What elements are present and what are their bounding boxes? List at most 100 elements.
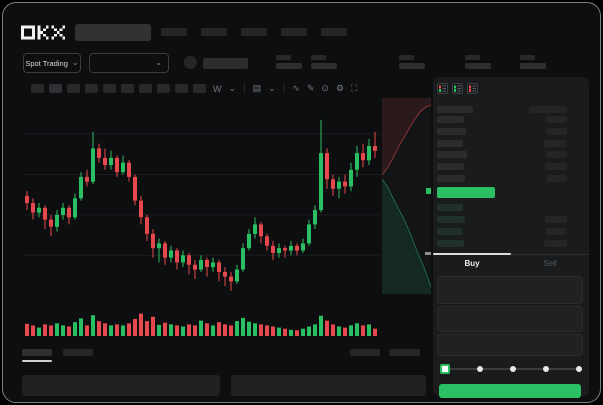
slider-handle[interactable] xyxy=(440,364,450,374)
chevron-down-icon: ⌄ xyxy=(155,58,162,67)
chevron-down-icon[interactable]: ⌄ xyxy=(228,83,237,93)
slider-stop-3[interactable] xyxy=(510,366,516,372)
slider-stop-4[interactable] xyxy=(543,366,549,372)
ticker-stat-2 xyxy=(311,55,337,69)
okx-logo[interactable] xyxy=(21,25,65,40)
ask-amount-placeholder xyxy=(547,175,567,182)
chart-type-selector[interactable]: ▤ xyxy=(252,83,262,93)
bid-amount-placeholder xyxy=(544,240,567,247)
stat-value-placeholder xyxy=(520,63,546,69)
market-type-label: Spot Trading xyxy=(25,58,68,68)
bid-price-placeholder xyxy=(437,228,462,235)
tab-sell[interactable]: Sell xyxy=(543,259,557,268)
timeframe-buttons xyxy=(31,84,206,93)
orders-panel-placeholder xyxy=(22,375,220,396)
draw-icon[interactable]: ✎ xyxy=(306,83,315,93)
order-input-1[interactable] xyxy=(437,276,583,304)
ask-row-4[interactable] xyxy=(437,151,567,159)
buy-button[interactable] xyxy=(439,384,581,398)
settings-icon[interactable]: ⚙ xyxy=(335,83,345,93)
candlestick-chart[interactable] xyxy=(23,103,381,298)
ask-row-1[interactable] xyxy=(437,116,567,123)
market-type-selector[interactable]: Spot Trading ⌄ xyxy=(23,53,81,73)
ticker-stat-4 xyxy=(465,55,491,69)
stat-value-placeholder xyxy=(399,63,425,69)
stat-value-placeholder xyxy=(311,63,337,69)
bottom-action-2[interactable] xyxy=(389,349,420,356)
amount-column-header xyxy=(529,106,567,113)
ask-price-placeholder xyxy=(437,139,463,147)
bottom-tab-order-history[interactable] xyxy=(63,349,93,356)
timeframe-button-10[interactable] xyxy=(193,84,206,93)
stat-label-placeholder xyxy=(465,55,480,60)
slider-stop-2[interactable] xyxy=(477,366,483,372)
ask-amount-placeholder xyxy=(547,127,567,135)
bid-price-placeholder xyxy=(437,240,464,247)
nav-item-3[interactable] xyxy=(241,28,267,36)
timeframe-button-8[interactable] xyxy=(157,84,170,93)
nav-item-1[interactable] xyxy=(161,28,187,36)
bid-price-placeholder xyxy=(437,204,463,211)
timeframe-button-6[interactable] xyxy=(121,84,134,93)
timeframe-button-2[interactable] xyxy=(49,84,62,93)
nav-menu xyxy=(161,28,347,36)
bid-row-3[interactable] xyxy=(437,228,567,235)
buy-tab-underline xyxy=(433,253,511,255)
ask-row-3[interactable] xyxy=(437,139,567,147)
orders-panel-placeholder xyxy=(231,375,426,396)
fullscreen-icon[interactable]: ⛶ xyxy=(351,83,358,93)
ask-row-6[interactable] xyxy=(437,175,567,182)
ask-row-2[interactable] xyxy=(437,127,567,135)
ask-amount-placeholder xyxy=(545,163,567,171)
stat-value-placeholder xyxy=(465,63,491,69)
slider-stop-5[interactable] xyxy=(576,366,582,372)
ask-amount-placeholder xyxy=(545,116,567,123)
bid-row-4[interactable] xyxy=(437,240,567,247)
divider: | xyxy=(243,83,246,94)
timeframe-button-1[interactable] xyxy=(31,84,44,93)
bid-row-2[interactable] xyxy=(437,216,567,223)
timeframe-button-5[interactable] xyxy=(103,84,116,93)
book-view-asks-icon[interactable] xyxy=(467,83,478,94)
ask-price-placeholder xyxy=(437,127,466,135)
divider: | xyxy=(282,83,286,94)
trading-pair-selector[interactable]: ⌄ xyxy=(89,53,169,73)
nav-item-2[interactable] xyxy=(201,28,227,36)
ask-price-placeholder xyxy=(437,175,465,182)
book-view-combined-icon[interactable] xyxy=(437,83,448,94)
depth-chart[interactable] xyxy=(381,98,432,294)
indicators-icon[interactable]: ∿ xyxy=(292,83,300,93)
top-nav-bar xyxy=(21,17,586,47)
nav-item-5[interactable] xyxy=(321,28,347,36)
order-input-3[interactable] xyxy=(437,334,583,356)
volume-chart[interactable] xyxy=(23,303,381,336)
chevron-down-icon: ⌄ xyxy=(71,58,79,67)
timeframe-button-3[interactable] xyxy=(67,84,80,93)
timeframe-button-9[interactable] xyxy=(175,84,188,93)
stat-value-placeholder xyxy=(276,63,302,69)
orderbook-header xyxy=(437,106,567,113)
book-view-bids-icon[interactable] xyxy=(452,83,463,94)
timeframe-button-7[interactable] xyxy=(139,84,152,93)
screenshot-icon[interactable]: ⊙ xyxy=(321,83,329,93)
nav-item-4[interactable] xyxy=(281,28,307,36)
timeframe-button-4[interactable] xyxy=(85,84,98,93)
search-input[interactable] xyxy=(75,23,151,41)
tab-buy[interactable]: Buy xyxy=(464,259,480,268)
bid-row-1[interactable] xyxy=(437,204,567,211)
ask-row-5[interactable] xyxy=(437,163,567,171)
last-price-highlight[interactable] xyxy=(437,187,495,198)
bid-amount-placeholder xyxy=(545,216,567,223)
amount-slider[interactable] xyxy=(440,363,582,375)
interval-selector[interactable]: W xyxy=(213,83,222,94)
bottom-tab-open-orders[interactable] xyxy=(22,349,52,356)
chevron-down-icon[interactable]: ⌄ xyxy=(268,83,276,93)
stat-label-placeholder xyxy=(276,55,291,60)
pair-icon xyxy=(184,56,197,69)
order-input-2[interactable] xyxy=(437,306,583,332)
ticker-stat-5 xyxy=(520,55,546,69)
ask-price-placeholder xyxy=(437,151,467,159)
bottom-action-1[interactable] xyxy=(350,349,380,356)
orderbook-trade-panel: Buy Sell xyxy=(433,77,589,398)
ticker-stat-1 xyxy=(276,55,302,69)
